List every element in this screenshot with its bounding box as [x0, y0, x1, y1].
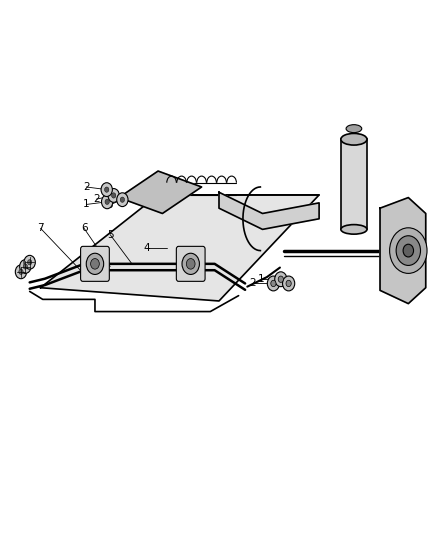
Text: 2: 2: [249, 278, 256, 288]
Circle shape: [120, 197, 124, 203]
Circle shape: [28, 260, 32, 265]
Circle shape: [24, 255, 35, 269]
Circle shape: [19, 269, 23, 274]
Circle shape: [15, 265, 27, 279]
Text: 5: 5: [107, 230, 113, 240]
Circle shape: [108, 189, 119, 203]
Ellipse shape: [341, 224, 367, 234]
Circle shape: [182, 253, 199, 274]
FancyBboxPatch shape: [177, 246, 205, 281]
Circle shape: [396, 236, 420, 265]
Text: 1: 1: [258, 274, 265, 284]
Circle shape: [267, 276, 279, 291]
Text: 7: 7: [37, 223, 44, 233]
Circle shape: [86, 253, 104, 274]
Text: 2: 2: [83, 182, 89, 192]
Circle shape: [105, 199, 110, 205]
Circle shape: [102, 195, 113, 209]
Circle shape: [117, 193, 128, 207]
Circle shape: [105, 187, 109, 192]
Circle shape: [275, 272, 287, 287]
Polygon shape: [41, 195, 319, 301]
Text: 1: 1: [83, 199, 89, 209]
FancyBboxPatch shape: [81, 246, 110, 281]
Text: 4: 4: [144, 243, 151, 253]
Circle shape: [403, 244, 413, 257]
Ellipse shape: [346, 125, 362, 133]
Polygon shape: [119, 171, 201, 214]
Ellipse shape: [341, 133, 367, 145]
Circle shape: [283, 276, 295, 291]
Circle shape: [271, 280, 276, 287]
Circle shape: [390, 228, 427, 273]
Polygon shape: [219, 192, 319, 229]
Circle shape: [23, 264, 28, 269]
Polygon shape: [380, 198, 426, 304]
Circle shape: [101, 183, 113, 197]
Text: 3: 3: [106, 200, 113, 210]
Text: 6: 6: [81, 223, 88, 233]
Text: 2: 2: [267, 278, 273, 288]
Circle shape: [91, 259, 99, 269]
Circle shape: [286, 280, 291, 287]
Circle shape: [112, 193, 116, 198]
Circle shape: [186, 259, 195, 269]
Text: 2: 2: [93, 194, 99, 204]
Circle shape: [278, 276, 283, 282]
Circle shape: [20, 260, 31, 273]
Bar: [341, 139, 367, 229]
